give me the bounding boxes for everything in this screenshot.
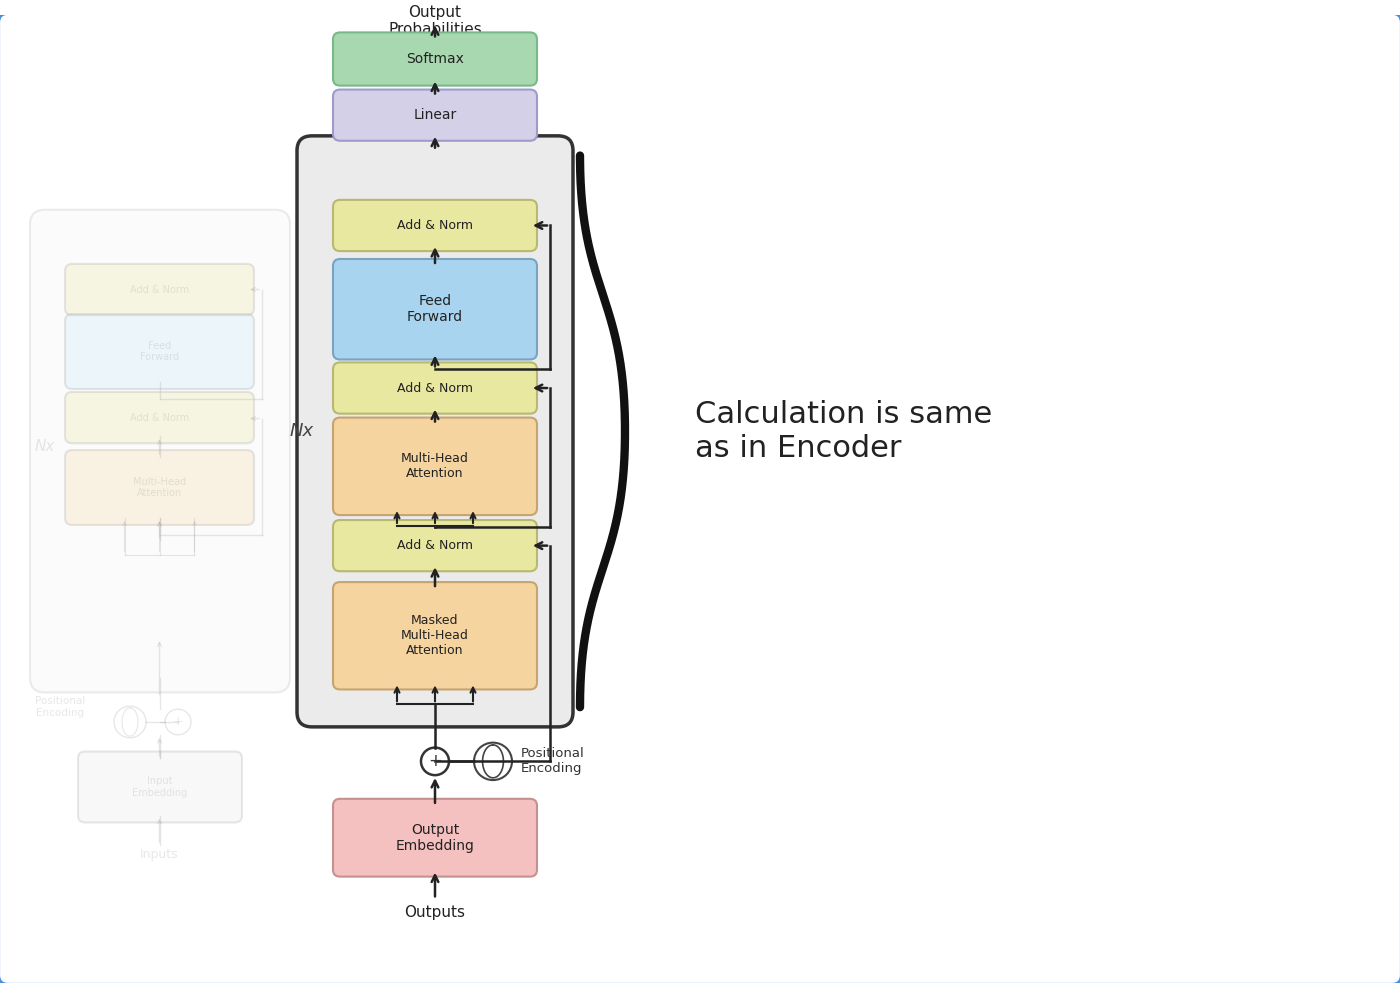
FancyBboxPatch shape (29, 209, 290, 692)
Text: Output
Probabilities: Output Probabilities (388, 5, 482, 37)
Text: Add & Norm: Add & Norm (398, 539, 473, 552)
Text: Multi-Head
Attention: Multi-Head Attention (133, 477, 186, 498)
Text: +: + (428, 752, 442, 771)
Text: Outputs: Outputs (405, 904, 465, 919)
Text: Positional
Encoding: Positional Encoding (521, 747, 585, 776)
FancyBboxPatch shape (64, 315, 253, 389)
Text: Linear: Linear (413, 108, 456, 122)
FancyBboxPatch shape (333, 582, 538, 689)
Text: Add & Norm: Add & Norm (130, 284, 189, 295)
FancyBboxPatch shape (333, 200, 538, 251)
Text: Input
Embedding: Input Embedding (133, 777, 188, 798)
Text: Feed
Forward: Feed Forward (407, 294, 463, 324)
FancyBboxPatch shape (333, 520, 538, 571)
FancyBboxPatch shape (64, 392, 253, 443)
FancyBboxPatch shape (64, 263, 253, 316)
Text: Masked
Multi-Head
Attention: Masked Multi-Head Attention (400, 614, 469, 658)
FancyBboxPatch shape (64, 450, 253, 525)
FancyBboxPatch shape (333, 799, 538, 877)
Text: Add & Norm: Add & Norm (398, 381, 473, 394)
Text: Nx: Nx (35, 438, 55, 453)
Text: Add & Norm: Add & Norm (398, 219, 473, 232)
Text: Feed
Forward: Feed Forward (140, 341, 179, 363)
FancyBboxPatch shape (333, 363, 538, 414)
Text: Positional
Encoding: Positional Encoding (35, 696, 85, 718)
FancyBboxPatch shape (78, 752, 242, 823)
Text: Add & Norm: Add & Norm (130, 413, 189, 423)
Text: Nx: Nx (290, 423, 314, 440)
Text: Multi-Head
Attention: Multi-Head Attention (400, 452, 469, 481)
FancyBboxPatch shape (333, 259, 538, 360)
FancyBboxPatch shape (0, 13, 1400, 983)
Text: Softmax: Softmax (406, 52, 463, 66)
Text: +: + (172, 716, 183, 728)
Text: Inputs: Inputs (140, 848, 179, 861)
Text: Calculation is same
as in Encoder: Calculation is same as in Encoder (694, 400, 993, 463)
FancyBboxPatch shape (333, 32, 538, 86)
FancyBboxPatch shape (333, 89, 538, 141)
FancyBboxPatch shape (333, 418, 538, 515)
FancyBboxPatch shape (297, 136, 573, 726)
Text: Output
Embedding: Output Embedding (396, 823, 475, 853)
